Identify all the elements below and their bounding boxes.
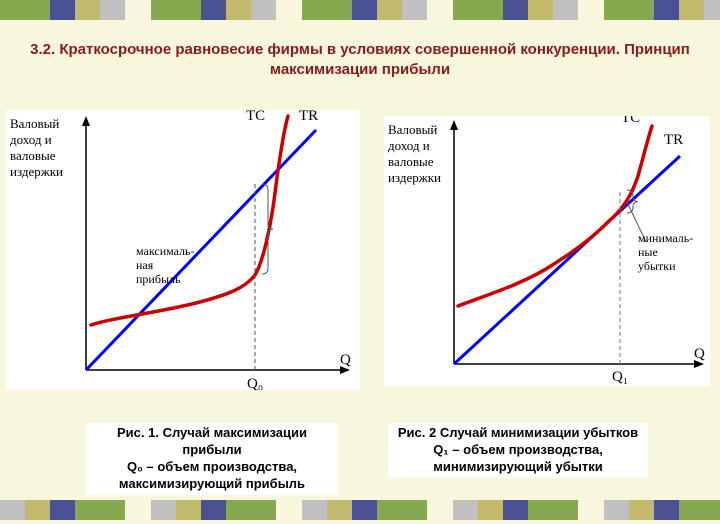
svg-text:TC: TC: [246, 110, 265, 124]
svg-text:TR: TR: [299, 110, 318, 124]
svg-text:ные: ные: [638, 245, 658, 259]
svg-text:убытки: убытки: [638, 259, 676, 273]
svg-text:максималь-: максималь-: [136, 244, 195, 258]
svg-text:TC: TC: [621, 116, 640, 126]
bottom-decor-stripe: [0, 500, 720, 520]
svg-text:Q₁: Q₁: [612, 369, 628, 385]
chart2: Валовыйдоход иваловыеиздержки Q TC TR Q₁ мини…: [384, 116, 710, 386]
svg-text:издержки: издержки: [388, 170, 441, 185]
chart1: Валовыйдоход иваловыеиздержки Q TC TR Q₀ макс…: [6, 110, 360, 390]
svg-text:доход и: доход и: [10, 132, 52, 147]
svg-text:Q: Q: [694, 346, 705, 362]
svg-text:валовые: валовые: [10, 148, 56, 163]
figure-caption: Рис. 1. Случай максимизации прибылиQ₀ – …: [86, 423, 338, 495]
svg-text:прибыль: прибыль: [136, 272, 181, 286]
section-title: 3.2. Краткосрочное равновесие фирмы в ус…: [20, 40, 700, 81]
svg-text:Валовый: Валовый: [388, 122, 437, 137]
svg-text:минималь-: минималь-: [638, 231, 693, 245]
svg-text:Q₀: Q₀: [247, 376, 263, 390]
svg-text:Валовый: Валовый: [10, 116, 59, 131]
top-decor-stripe: [0, 0, 720, 20]
svg-text:Q: Q: [340, 352, 351, 368]
svg-text:ная: ная: [136, 258, 154, 272]
svg-text:валовые: валовые: [388, 154, 434, 169]
svg-text:издержки: издержки: [10, 164, 63, 179]
figure-caption: Рис. 2 Случай минимизации убытковQ₁ – об…: [388, 423, 648, 478]
svg-text:доход и: доход и: [388, 138, 430, 153]
svg-text:TR: TR: [664, 132, 683, 148]
